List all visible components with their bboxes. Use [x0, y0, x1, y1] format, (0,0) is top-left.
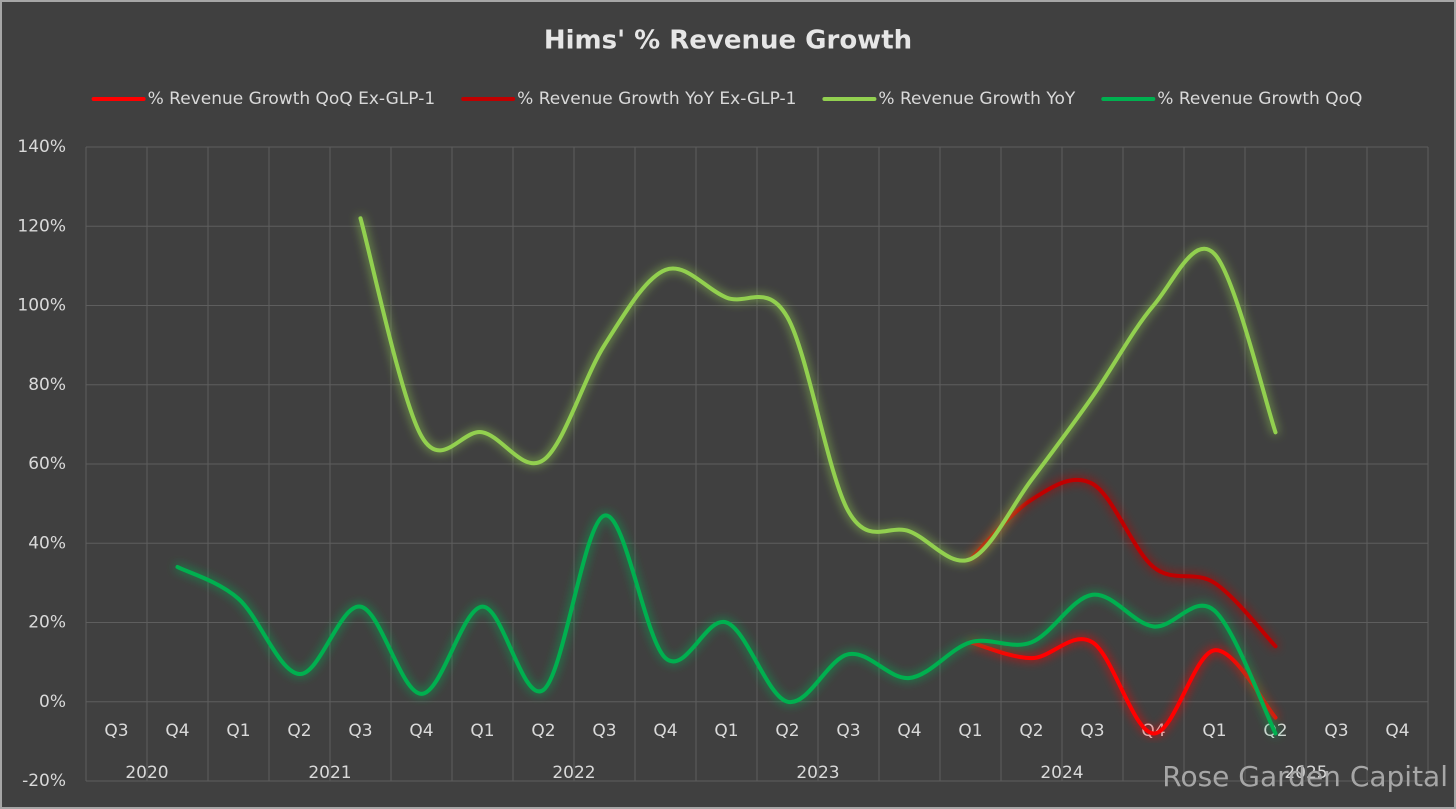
x-tick-label: Q4	[1141, 721, 1165, 741]
y-tick-label: 120%	[17, 216, 66, 236]
x-group-label: 2025	[1284, 763, 1327, 783]
x-tick-label: Q4	[897, 721, 921, 741]
x-tick-label: Q1	[226, 721, 250, 741]
legend-label: % Revenue Growth QoQ	[1157, 89, 1362, 109]
x-tick-label: Q2	[531, 721, 555, 741]
y-tick-label: 60%	[28, 454, 66, 474]
legend-label: % Revenue Growth YoY Ex-GLP-1	[517, 89, 796, 109]
y-tick-label: -20%	[22, 771, 66, 791]
x-tick-label: Q1	[1202, 721, 1226, 741]
series-line	[358, 216, 1278, 563]
x-tick-label: Q1	[714, 721, 738, 741]
series-line	[175, 513, 1278, 736]
y-tick-label: 100%	[17, 296, 66, 316]
legend-label: % Revenue Growth QoQ Ex-GLP-1	[148, 89, 436, 109]
x-group-label: 2021	[308, 763, 351, 783]
x-group-label: 2022	[552, 763, 595, 783]
x-tick-label: Q4	[165, 721, 189, 741]
x-tick-label: Q3	[348, 721, 372, 741]
x-tick-label: Q3	[104, 721, 128, 741]
chart-title: Hims' % Revenue Growth	[544, 26, 912, 56]
x-tick-label: Q4	[409, 721, 433, 741]
x-tick-label: Q3	[1080, 721, 1104, 741]
x-group-label: 2023	[796, 763, 839, 783]
y-tick-label: 140%	[17, 137, 66, 157]
x-tick-label: Q4	[1385, 721, 1409, 741]
x-tick-label: Q3	[592, 721, 616, 741]
series-line	[968, 637, 1278, 736]
x-tick-label: Q3	[836, 721, 860, 741]
x-tick-label: Q2	[775, 721, 799, 741]
series-line	[968, 477, 1278, 649]
legend-label: % Revenue Growth YoY	[878, 89, 1075, 109]
watermark: Rose Garden Capital	[1162, 760, 1448, 793]
x-tick-label: Q3	[1324, 721, 1348, 741]
x-tick-label: Q4	[653, 721, 677, 741]
x-tick-label: Q2	[1019, 721, 1043, 741]
x-tick-label: Q1	[958, 721, 982, 741]
y-tick-label: 0%	[39, 692, 66, 712]
x-tick-label: Q1	[470, 721, 494, 741]
x-group-label: 2020	[125, 763, 168, 783]
x-group-label: 2024	[1040, 763, 1083, 783]
y-tick-label: 80%	[28, 375, 66, 395]
y-tick-label: 40%	[28, 533, 66, 553]
x-tick-label: Q2	[287, 721, 311, 741]
y-tick-label: 20%	[28, 613, 66, 633]
